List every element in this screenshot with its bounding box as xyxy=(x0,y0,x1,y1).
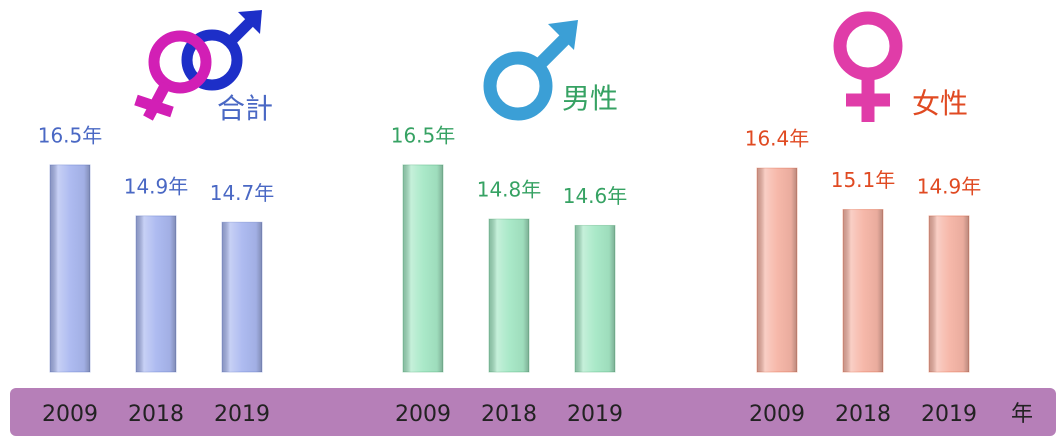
x-tick-label: 2019 xyxy=(921,402,977,427)
bar-shine xyxy=(843,209,883,372)
x-tick-label: 2019 xyxy=(567,402,623,427)
value-label: 14.9年 xyxy=(124,174,189,198)
bar-shine xyxy=(222,222,262,372)
x-tick-label: 2018 xyxy=(481,402,537,427)
x-tick-label: 2009 xyxy=(749,402,805,427)
value-label: 16.5年 xyxy=(38,123,103,147)
bar-shine xyxy=(50,164,90,372)
bar-shine xyxy=(757,168,797,372)
value-label: 14.6年 xyxy=(563,184,628,208)
bar-shine xyxy=(575,225,615,372)
icon-female xyxy=(833,11,903,122)
panel-title: 合計 xyxy=(217,92,273,125)
bar-shine xyxy=(403,164,443,372)
x-tick-label: 2018 xyxy=(128,402,184,427)
panel-title: 女性 xyxy=(912,87,968,120)
value-label: 14.7年 xyxy=(210,181,275,205)
value-label: 14.8年 xyxy=(477,178,542,202)
value-label: 16.5年 xyxy=(391,123,456,147)
x-axis-label: 年 xyxy=(1011,402,1033,427)
value-label: 14.9年 xyxy=(917,174,982,198)
icon-male xyxy=(483,20,578,121)
x-tick-label: 2018 xyxy=(835,402,891,427)
icon-both xyxy=(134,10,262,121)
panel-title: 男性 xyxy=(562,82,618,115)
value-label: 15.1年 xyxy=(831,168,896,192)
bar-shine xyxy=(136,215,176,372)
bar-shine xyxy=(929,215,969,372)
x-tick-label: 2009 xyxy=(395,402,451,427)
x-tick-label: 2009 xyxy=(42,402,98,427)
bar-shine xyxy=(489,219,529,372)
value-label: 16.4年 xyxy=(745,127,810,151)
x-tick-label: 2019 xyxy=(214,402,270,427)
axis-band xyxy=(10,388,1056,436)
